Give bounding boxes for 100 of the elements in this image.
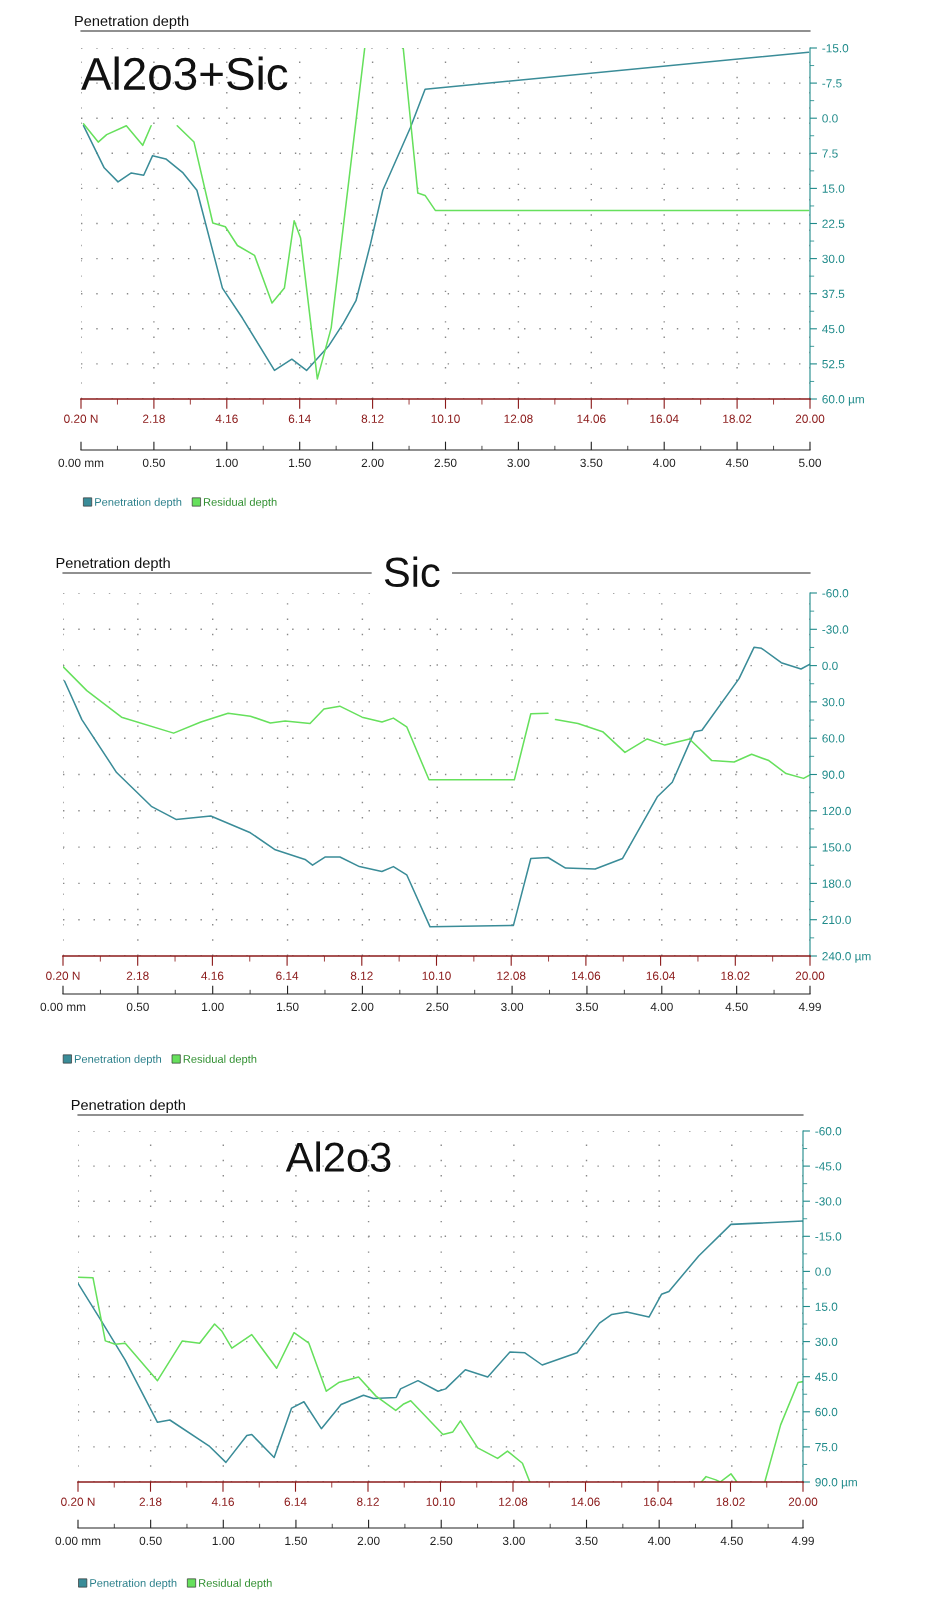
x-tick-label: 4.50 [720,1536,743,1545]
x2-tick-label: 12.08 [504,414,533,423]
y-tick-label: 15.0 [815,1302,838,1311]
legend-label: Residual depth [199,1578,272,1590]
x2-tick-label: 4.16 [211,1497,234,1506]
x2-tick-label: 12.08 [497,971,526,980]
x2-tick-label: 14.06 [571,1497,600,1506]
x2-tick-label: 4.16 [215,414,238,423]
x-tick-label: 1.50 [289,458,311,467]
x-tick-label: 2.00 [357,1536,380,1545]
x-tick-label: 2.50 [434,458,457,467]
legend-label: Residual depth [203,497,277,509]
x2-tick-label: 4.16 [201,971,224,980]
annotation: Al2o3 [285,1141,391,1173]
x-tick-label: 3.00 [501,1002,524,1011]
y-tick-label: -30.0 [815,1197,842,1206]
legend-label: Penetration depth [90,1578,177,1590]
x2-tick-label: 6.14 [276,971,299,980]
x2-tick-label: 10.10 [426,1497,455,1506]
x-tick-label: 2.50 [426,1002,449,1011]
x2-tick-label: 8.12 [361,414,384,423]
x2-tick-label: 2.18 [126,971,149,980]
legend-label: Residual depth [183,1054,257,1066]
y-tick-label: -15.0 [815,1232,842,1241]
x2-tick-label: 8.12 [357,1497,379,1506]
line-series [63,646,810,928]
x-tick-label: 0.50 [139,1536,162,1545]
y-tick-label: 90.0 [822,770,845,779]
x-tick-label: 3.50 [575,1002,598,1011]
y-tick-label: 150.0 [822,843,851,852]
y-tick-label: -15.0 [822,44,849,53]
x2-tick-label: 16.04 [650,414,679,423]
legend-label: Penetration depth [95,497,182,509]
y-tick-label: 52.5 [822,359,845,369]
y-tick-label: 7.5 [822,149,838,158]
y-tick-label: 30.0 [822,254,845,263]
y-tick-label: 60.0 µm [822,395,864,406]
y-tick-label: 30.0 [815,1337,838,1346]
x2-tick-label: 18.02 [723,414,752,423]
x-tick-label: 4.99 [798,1002,821,1011]
x-tick-label: 0.50 [142,458,165,467]
y-tick-label: 90.0 µm [815,1478,857,1489]
x-tick-label: 1.00 [212,1536,235,1545]
x2-tick-label: 20.00 [788,1497,818,1506]
x-tick-label: 1.50 [285,1536,307,1545]
y-tick-label: 180.0 [822,879,851,888]
x-tick-label: 4.00 [652,458,676,467]
x-tick-label: 4.00 [647,1536,671,1545]
x-tick-label: 1.00 [202,1002,224,1011]
y-tick-label: 210.0 [822,915,851,925]
chart-title: Penetration depth [75,15,189,29]
y-tick-label: 0.0 [822,114,838,123]
x-tick-label: 2.00 [361,458,384,467]
x-tick-label: 1.00 [216,458,238,467]
y-tick-label: 60.0 [815,1407,838,1417]
x2-tick-label: 16.04 [646,971,676,980]
y-tick-label: 37.5 [822,289,845,299]
x2-tick-label: 20.00 [795,414,825,423]
x-tick-label: 3.00 [502,1536,525,1545]
legend-label: Penetration depth [74,1054,162,1066]
x2-tick-label: 0.20 N [46,971,80,980]
x2-tick-label: 2.18 [139,1497,162,1506]
x2-tick-label: 14.06 [577,414,606,423]
x2-tick-label: 16.04 [644,1497,673,1506]
x2-tick-label: 14.06 [572,971,601,980]
x2-tick-label: 10.10 [422,971,451,980]
y-tick-label: -7.5 [822,79,842,88]
y-tick-label: -60.0 [815,1127,842,1136]
x-tick-label: 3.50 [580,458,603,467]
y-tick-label: 30.0 [822,697,845,707]
text: Sic [384,556,440,588]
chart-title: Penetration depth [56,557,170,571]
y-tick-label: 120.0 [822,806,851,816]
y-tick-label: 0.0 [815,1267,831,1276]
x2-tick-label: 2.18 [143,414,165,423]
x-tick-label: 4.50 [725,458,749,467]
y-tick-label: -45.0 [815,1162,842,1171]
x-tick-label: 2.00 [351,1002,374,1011]
x-tick-label: 3.50 [575,1536,598,1545]
x-tick-label: 2.50 [430,1536,453,1545]
x-tick-label: 0.00 mm [58,458,104,467]
x2-tick-label: 18.02 [721,971,750,980]
x2-tick-label: 12.08 [499,1497,528,1506]
x-tick-label: 3.00 [507,458,530,467]
y-tick-label: -30.0 [822,625,849,634]
x2-tick-label: 6.14 [284,1497,307,1506]
annotation: Al2o3+Sic [81,56,288,91]
x-tick-label: 1.50 [276,1002,299,1011]
y-tick-label: 240.0 µm [822,952,871,963]
x-tick-label: 4.00 [650,1002,673,1011]
x-tick-label: 0.00 mm [55,1536,101,1545]
y-tick-label: 45.0 [822,324,845,334]
y-tick-label: 22.5 [822,219,845,228]
y-tick-label: 60.0 [822,734,845,743]
x-tick-label: 0.50 [126,1002,149,1011]
y-tick-label: 45.0 [815,1372,838,1382]
x2-tick-label: 18.02 [716,1497,745,1506]
chart-title: Penetration depth [71,1099,185,1113]
x-tick-label: 0.00 mm [40,1002,86,1011]
x2-tick-label: 20.00 [795,971,825,980]
